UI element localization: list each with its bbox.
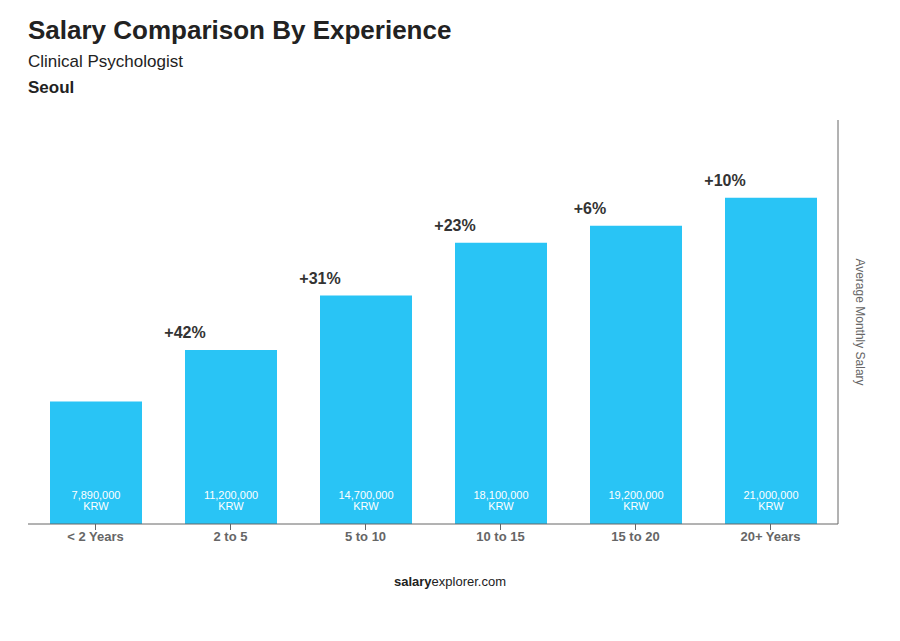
svg-text:21,000,000KRW: 21,000,000KRW [743,489,798,512]
svg-text:10 to 15: 10 to 15 [476,529,524,544]
svg-text:+31%: +31% [299,270,340,287]
html-text:Salary Comparison By Experienc: Salary Comparison By Experience [28,15,452,45]
svg-text:+23%: +23% [434,217,475,234]
svg-text:11,200,000KRW: 11,200,000KRW [204,489,258,512]
svg-text:19,200,000KRW: 19,200,000KRW [608,489,663,512]
svg-text:+42%: +42% [164,324,205,341]
svg-text:18,100,000KRW: 18,100,000KRW [473,489,528,512]
svg-text:14,700,000KRW: 14,700,000KRW [338,489,393,512]
svg-text:Average Monthly Salary: Average Monthly Salary [853,258,867,385]
svg-text:20+ Years: 20+ Years [740,529,800,544]
svg-text:+6%: +6% [574,200,606,217]
html-text:salary explorer.com: salary explorer.com [394,574,506,589]
html-text:Clinical Psychologist: Clinical Psychologist [28,52,183,71]
svg-text:+10%: +10% [704,172,745,189]
svg-text:7,890,000KRW: 7,890,000KRW [72,489,121,512]
svg-text:< 2 Years: < 2 Years [67,529,124,544]
svg-text:2 to 5: 2 to 5 [214,529,248,544]
html-text:Seoul: Seoul [28,78,75,97]
svg-text:5 to 10: 5 to 10 [345,529,386,544]
svg-text:15 to 20: 15 to 20 [611,529,659,544]
